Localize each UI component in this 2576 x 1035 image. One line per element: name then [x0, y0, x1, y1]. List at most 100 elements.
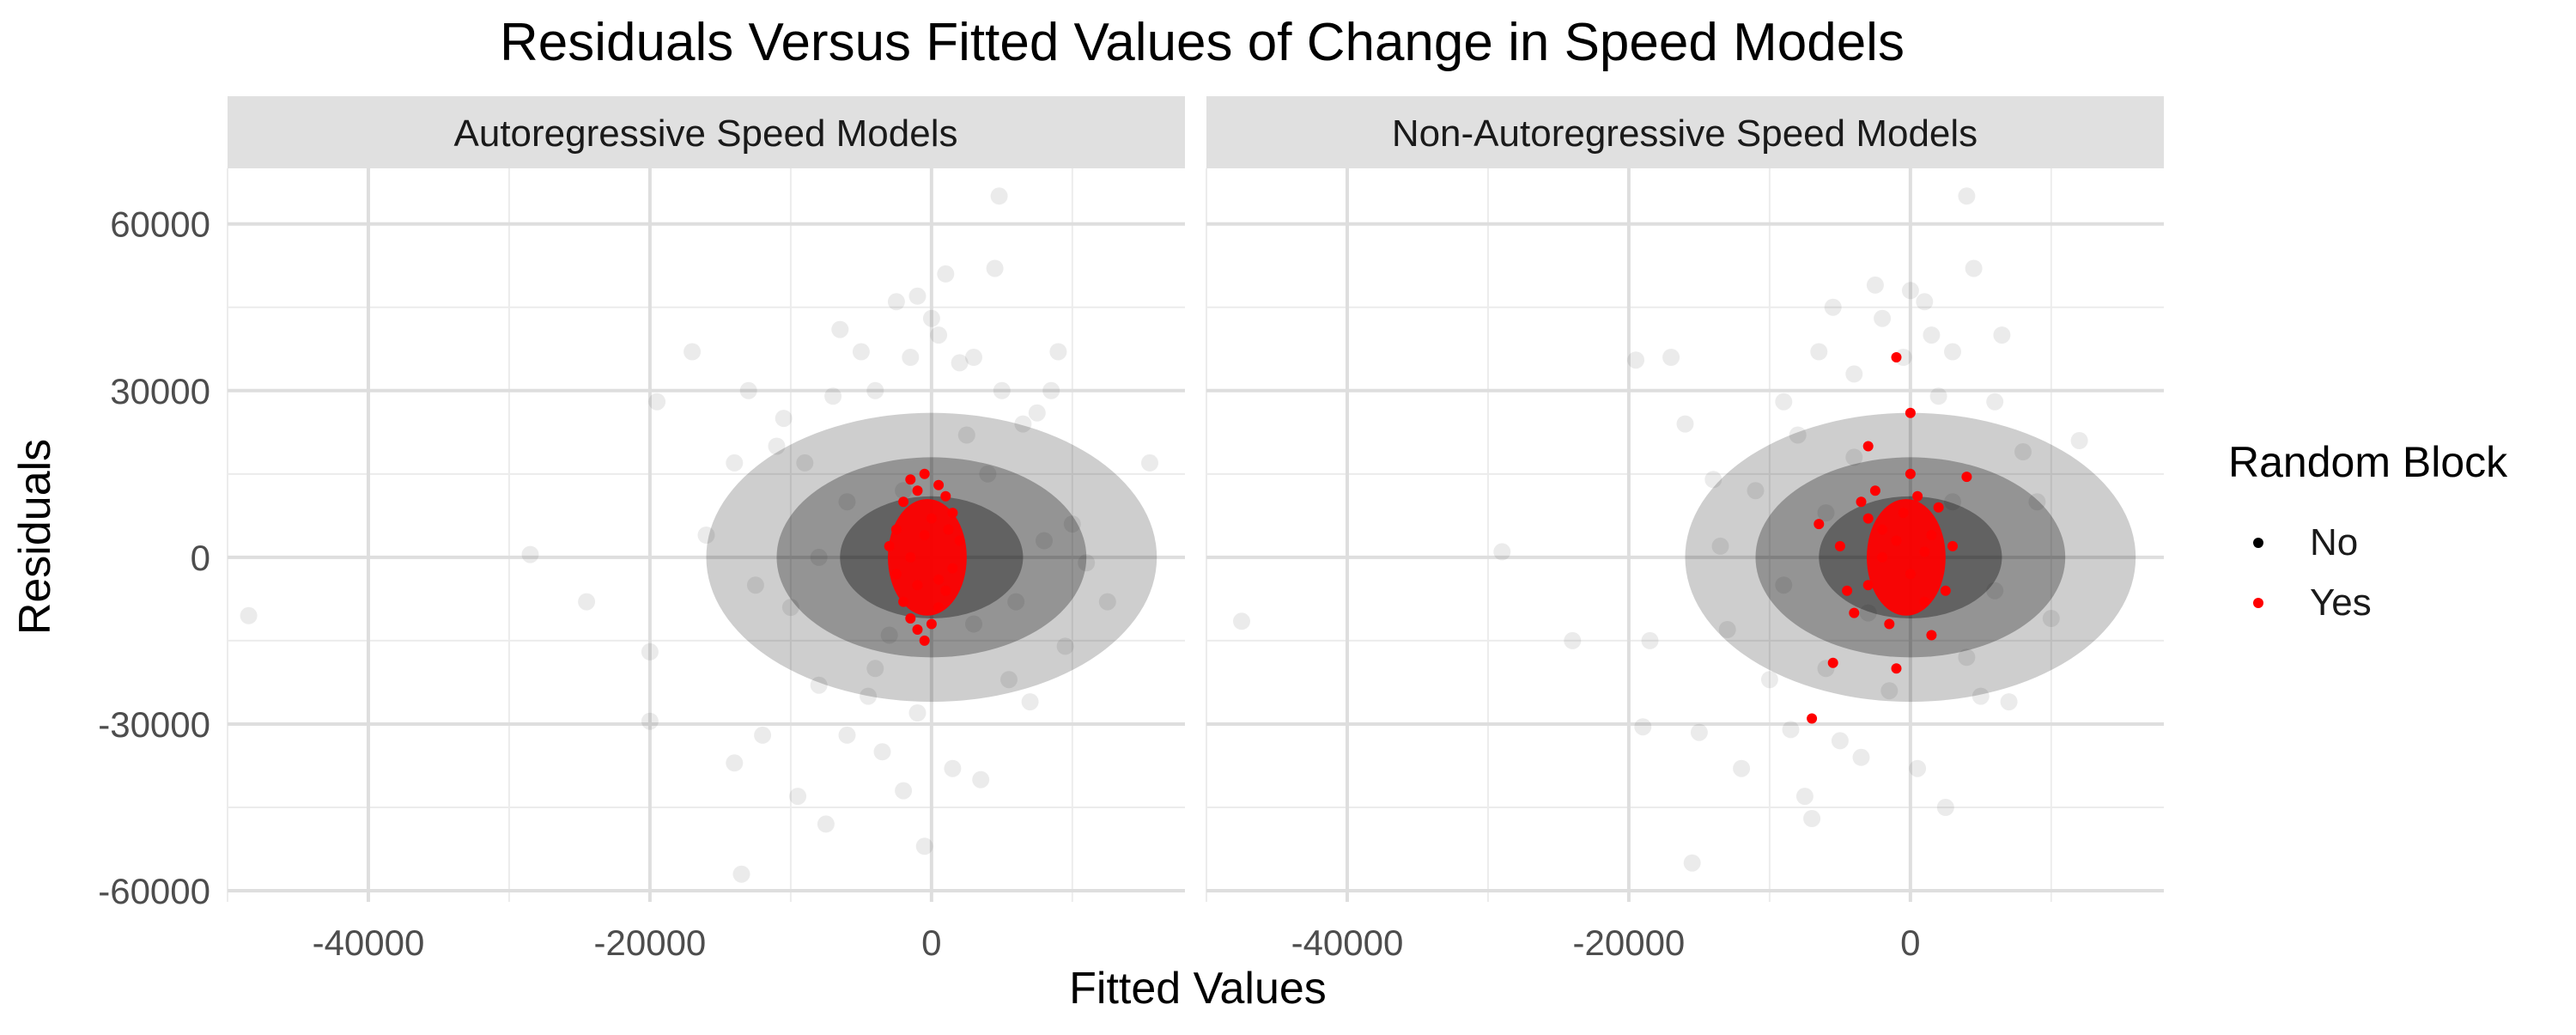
panel-points — [1233, 187, 2136, 872]
data-point-no — [1986, 581, 2004, 600]
legend-marker-no — [2253, 538, 2263, 548]
data-point-no — [578, 593, 596, 611]
data-point-no — [993, 381, 1011, 399]
panel-points — [240, 187, 1158, 883]
data-point-no — [1971, 687, 1990, 705]
data-point-no — [965, 615, 982, 633]
legend: Random Block No Yes — [2228, 438, 2508, 624]
data-point-no — [775, 410, 793, 428]
data-point-no — [930, 326, 948, 344]
data-point-no — [1760, 671, 1778, 689]
data-point-yes — [1807, 713, 1818, 724]
y-axis-label: Residuals — [10, 439, 60, 635]
data-point-no — [2028, 493, 2046, 511]
data-point-no — [1711, 537, 1729, 555]
data-point-no — [810, 676, 828, 694]
data-point-no — [726, 454, 744, 472]
panel-non-autoregressive: Non-Autoregressive Speed Models — [1206, 96, 2164, 902]
data-point-no — [2000, 693, 2018, 711]
data-point-no — [1909, 759, 1927, 777]
data-point-no — [1007, 593, 1025, 611]
data-point-no — [831, 320, 849, 338]
panel-strip-background — [1206, 96, 2164, 168]
data-point-no — [641, 642, 659, 661]
data-point-no — [1803, 810, 1821, 827]
data-point-no — [1944, 493, 1961, 511]
data-point-no — [1775, 576, 1793, 594]
data-point-yes — [1849, 607, 1860, 618]
data-point-yes — [1912, 490, 1923, 502]
x-axis-label: Fitted Values — [1069, 964, 1327, 1014]
x-tick-label: 0 — [921, 922, 941, 963]
data-point-no — [990, 187, 1008, 205]
data-point-no — [902, 349, 920, 366]
data-point-no — [1775, 393, 1793, 411]
data-point-no — [1958, 648, 1976, 667]
data-point-yes — [919, 468, 930, 479]
legend-title: Random Block — [2228, 438, 2508, 486]
data-point-no — [641, 712, 659, 730]
data-point-no — [895, 482, 913, 500]
data-point-no — [915, 837, 933, 855]
data-point-no — [796, 454, 814, 472]
data-point-no — [810, 548, 828, 566]
data-point-no — [1845, 448, 1863, 466]
data-point-no — [1662, 349, 1680, 366]
data-point-no — [1866, 276, 1884, 294]
data-point-no — [789, 788, 807, 806]
data-point-yes — [1891, 352, 1902, 362]
data-point-yes — [912, 485, 923, 496]
data-point-no — [860, 687, 878, 705]
data-point-no — [1056, 637, 1074, 655]
data-point-no — [1859, 604, 1877, 622]
data-point-no — [1564, 631, 1582, 649]
data-point-no — [951, 354, 969, 372]
data-point-no — [1852, 748, 1870, 766]
data-point-yes — [919, 635, 930, 646]
panel-strip-background — [228, 96, 1185, 168]
data-point-yes — [926, 618, 937, 630]
data-point-no — [1233, 612, 1250, 630]
data-point-no — [908, 704, 927, 721]
panel-grid — [1206, 168, 2164, 902]
chart-title: Residuals Versus Fitted Values of Change… — [500, 13, 1905, 72]
data-point-no — [1493, 543, 1511, 561]
data-point-yes — [1834, 540, 1845, 551]
data-point-no — [683, 343, 702, 361]
y-axis-ticks: -60000 -30000 0 30000 60000 — [98, 204, 210, 911]
data-point-no — [754, 726, 772, 744]
data-point-no — [922, 309, 940, 327]
data-point-no — [866, 381, 884, 399]
data-point-no — [887, 293, 905, 311]
data-point-yes — [912, 624, 923, 635]
data-point-yes — [905, 613, 916, 624]
data-point-no — [979, 465, 997, 483]
data-point-no — [1916, 293, 1934, 311]
panel-grid — [227, 168, 1185, 902]
data-point-yes — [1862, 513, 1874, 524]
data-point-yes — [1933, 502, 1944, 513]
x-axis-ticks: -40000 -20000 0 -40000 -20000 0 — [313, 922, 1921, 963]
data-point-no — [1831, 732, 1849, 750]
data-point-no — [1782, 721, 1800, 739]
data-point-no — [1747, 482, 1765, 500]
data-point-no — [1683, 854, 1701, 872]
data-point-no — [895, 782, 913, 800]
data-point-no — [240, 606, 258, 624]
data-point-no — [838, 726, 856, 744]
point-cloud-core-yes — [888, 498, 967, 616]
data-point-yes — [933, 479, 945, 490]
data-point-yes — [1905, 407, 1916, 418]
data-point-no — [521, 545, 539, 563]
data-point-no — [1789, 426, 1807, 444]
data-point-no — [1078, 554, 1096, 572]
data-point-no — [1021, 693, 1039, 711]
data-point-no — [1141, 454, 1158, 472]
data-point-yes — [1926, 630, 1937, 641]
data-point-no — [824, 387, 842, 405]
data-point-no — [972, 770, 990, 788]
data-point-no — [986, 259, 1004, 277]
data-point-yes — [1891, 663, 1902, 674]
data-point-no — [880, 626, 898, 644]
data-point-no — [1993, 326, 2011, 344]
